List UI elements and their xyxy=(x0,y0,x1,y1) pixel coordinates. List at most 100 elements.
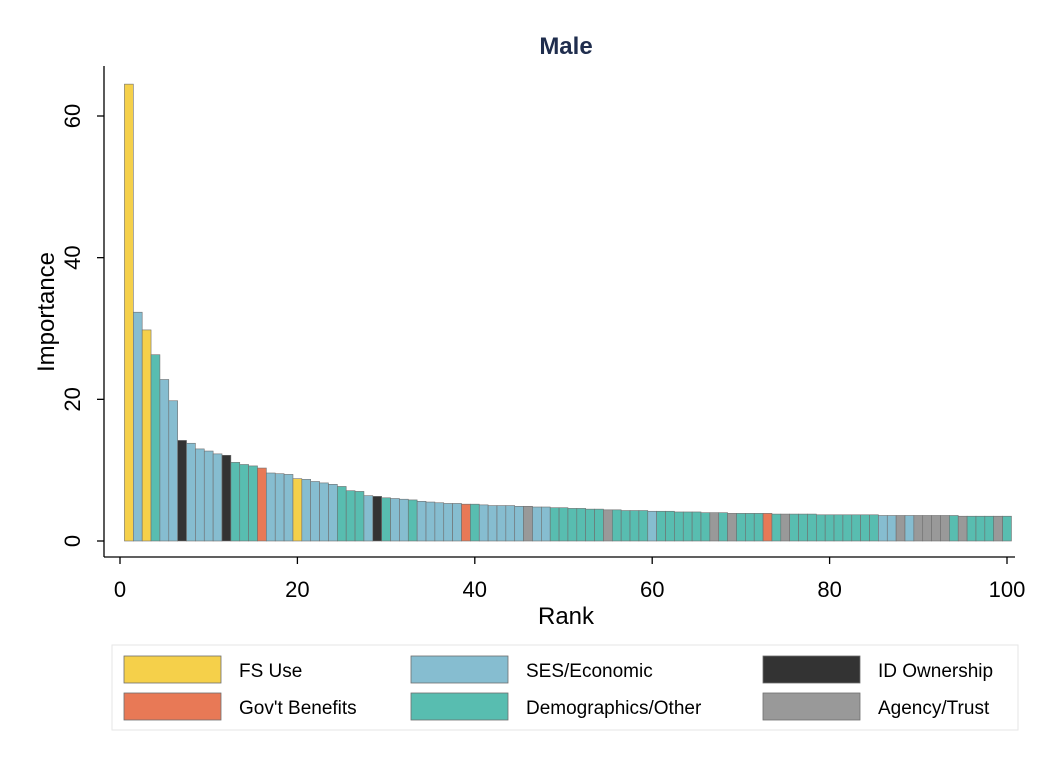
legend-label-demographics-other: Demographics/Other xyxy=(526,698,702,719)
bar-rank-4 xyxy=(150,354,161,542)
bar-rank-73 xyxy=(762,513,773,542)
bar-rank-32 xyxy=(399,498,409,542)
chart-title: Male xyxy=(539,33,592,60)
bar-rank-91 xyxy=(922,515,932,542)
bar-rank-29 xyxy=(372,496,382,542)
bar-rank-13 xyxy=(230,462,241,542)
bar-rank-45 xyxy=(514,505,524,542)
bar-rank-56 xyxy=(611,509,622,542)
bar-rank-33 xyxy=(407,499,418,542)
bar-rank-71 xyxy=(745,513,755,542)
bar-rank-54 xyxy=(594,508,604,542)
bar-rank-80 xyxy=(824,514,835,542)
bar-rank-86 xyxy=(878,515,888,542)
bar-rank-43 xyxy=(496,505,507,542)
bar-rank-36 xyxy=(434,502,445,542)
axes-group: 0 20 40 60 0 20 40 60 80 100 xyxy=(60,66,1025,602)
bar-rank-68 xyxy=(718,512,728,542)
bar-rank-87 xyxy=(886,515,897,542)
bar-rank-17 xyxy=(266,472,276,542)
bar-rank-27 xyxy=(354,491,365,542)
legend: FS Use SES/Economic ID Ownership Gov't Bene… xyxy=(111,644,1019,731)
legend-swatch-id-ownership xyxy=(762,655,861,684)
bar-rank-25 xyxy=(337,486,347,542)
bar-rank-89 xyxy=(904,515,915,542)
x-tick-label-40: 40 xyxy=(463,577,487,602)
bar-rank-57 xyxy=(620,510,631,542)
bar-rank-69 xyxy=(727,513,737,542)
y-tick-label-60: 60 xyxy=(60,104,85,128)
bar-rank-81 xyxy=(833,514,844,542)
bar-rank-26 xyxy=(345,490,356,542)
bar-rank-35 xyxy=(425,501,436,542)
bar-rank-44 xyxy=(505,505,516,542)
bar-rank-18 xyxy=(274,473,285,542)
bar-rank-2 xyxy=(133,311,143,542)
bar-rank-3 xyxy=(141,329,152,542)
bar-rank-61 xyxy=(656,510,666,542)
bar-rank-100 xyxy=(1002,515,1012,542)
legend-label-fs-use: FS Use xyxy=(239,661,302,682)
bar-rank-77 xyxy=(798,513,808,542)
bar-rank-41 xyxy=(478,504,489,542)
bar-rank-6 xyxy=(168,400,178,542)
bar-rank-97 xyxy=(975,515,986,542)
bar-rank-82 xyxy=(842,514,853,542)
bar-rank-64 xyxy=(682,511,693,542)
bar-rank-24 xyxy=(328,484,338,542)
bar-rank-47 xyxy=(532,506,542,542)
x-tick-label-0: 0 xyxy=(114,577,126,602)
bar-rank-5 xyxy=(159,379,170,542)
x-tick-label-60: 60 xyxy=(640,577,664,602)
y-axis-title: Importance xyxy=(33,252,60,372)
legend-label-gov-t-benefits: Gov't Benefits xyxy=(239,698,357,719)
bar-rank-12 xyxy=(221,454,232,542)
bar-rank-95 xyxy=(957,515,968,542)
bar-rank-42 xyxy=(487,505,498,542)
bar-rank-75 xyxy=(780,513,790,542)
bar-rank-51 xyxy=(567,508,578,542)
bar-rank-28 xyxy=(363,495,374,542)
bar-rank-22 xyxy=(310,481,320,542)
x-tick-label-80: 80 xyxy=(817,577,841,602)
bar-rank-99 xyxy=(993,515,1003,542)
bar-rank-76 xyxy=(789,513,799,542)
bar-rank-88 xyxy=(895,515,906,542)
bar-rank-34 xyxy=(416,501,427,542)
legend-swatch-demographics-other xyxy=(410,692,509,721)
bar-rank-52 xyxy=(576,508,586,542)
bar-rank-11 xyxy=(212,453,223,542)
bar-rank-23 xyxy=(319,482,329,542)
bar-rank-65 xyxy=(691,511,702,542)
x-tick-label-20: 20 xyxy=(285,577,309,602)
bar-rank-7 xyxy=(177,440,187,542)
y-tick-label-20: 20 xyxy=(60,387,85,411)
y-tick-label-0: 0 xyxy=(60,535,85,547)
bar-rank-40 xyxy=(470,503,480,542)
bar-rank-90 xyxy=(913,515,924,542)
bar-rank-62 xyxy=(665,510,675,542)
bar-rank-60 xyxy=(647,510,657,542)
bar-rank-16 xyxy=(257,467,267,542)
bars-group xyxy=(124,83,1012,542)
bar-rank-38 xyxy=(452,503,462,542)
bar-rank-9 xyxy=(195,448,205,542)
bar-rank-30 xyxy=(381,497,391,542)
bar-rank-84 xyxy=(860,514,870,542)
bar-rank-14 xyxy=(239,464,249,542)
x-tick-label-100: 100 xyxy=(989,577,1026,602)
legend-swatch-fs-use xyxy=(123,655,222,684)
bar-rank-96 xyxy=(966,515,977,542)
bar-rank-19 xyxy=(283,474,294,542)
bar-rank-55 xyxy=(603,509,613,542)
bar-rank-39 xyxy=(461,503,471,542)
bar-rank-1 xyxy=(124,83,134,542)
bar-rank-83 xyxy=(851,514,861,542)
legend-label-ses-economic: SES/Economic xyxy=(526,661,653,682)
bar-rank-37 xyxy=(443,503,453,542)
bar-rank-79 xyxy=(815,514,826,542)
bar-rank-31 xyxy=(390,498,400,542)
bar-rank-48 xyxy=(541,506,551,542)
